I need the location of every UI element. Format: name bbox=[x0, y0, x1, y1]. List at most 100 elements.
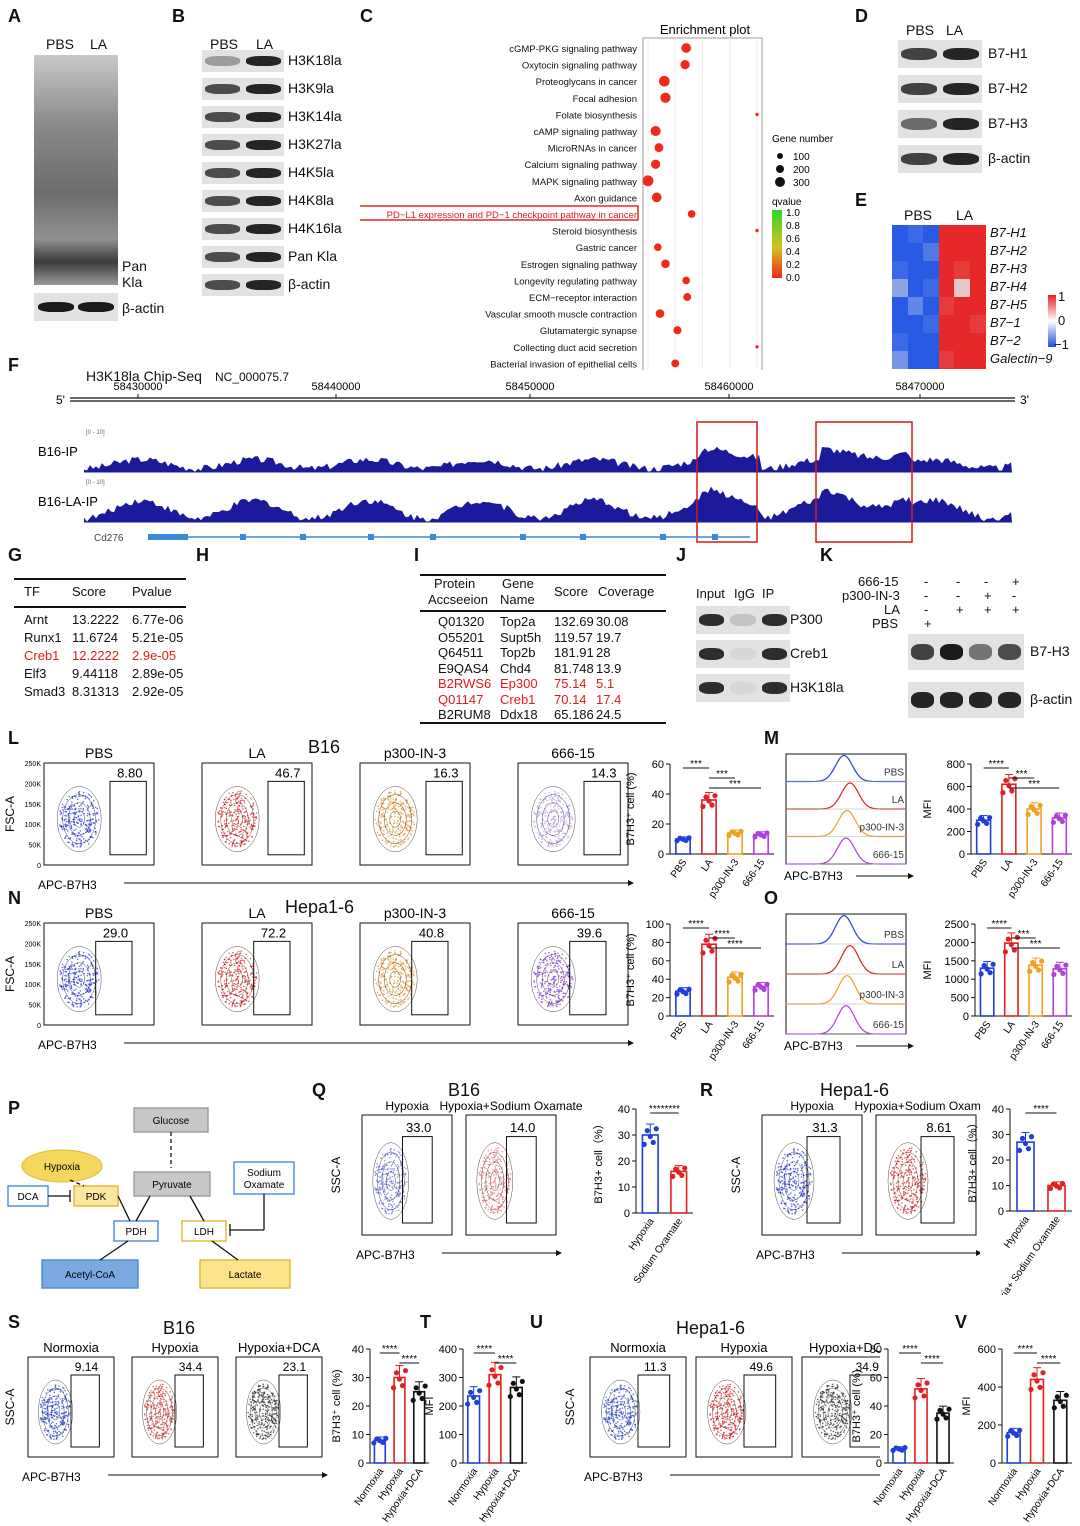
flow-event bbox=[490, 1208, 492, 1211]
legend-color-tick: 0.6 bbox=[786, 234, 800, 245]
flow-event bbox=[59, 824, 61, 826]
flow-event bbox=[408, 816, 411, 819]
flow-event bbox=[64, 985, 67, 988]
sig-stars: *** bbox=[1028, 779, 1040, 790]
acetyl-coa-node bbox=[41, 1259, 139, 1289]
gate bbox=[95, 940, 133, 1016]
flow-event bbox=[261, 1423, 263, 1425]
flow-event bbox=[564, 975, 567, 978]
flow-event bbox=[394, 960, 396, 962]
enrichment-point bbox=[682, 276, 690, 285]
flow-event bbox=[255, 812, 258, 814]
flow-event bbox=[791, 1212, 793, 1215]
flow-event bbox=[619, 1388, 622, 1391]
flow-event bbox=[553, 984, 555, 987]
flow-event bbox=[223, 823, 226, 825]
panel-label-m: M bbox=[764, 728, 779, 748]
flow-event bbox=[243, 961, 246, 964]
flow-event bbox=[223, 958, 226, 961]
flow-event bbox=[64, 825, 67, 828]
flow-event bbox=[784, 1180, 787, 1182]
blot-band bbox=[205, 56, 240, 66]
flow-event bbox=[240, 957, 243, 960]
flow-event bbox=[390, 1194, 393, 1196]
blot-band bbox=[699, 647, 725, 661]
blot-label: B7-H3 bbox=[988, 115, 1028, 131]
flow-event bbox=[253, 1392, 255, 1395]
data-point bbox=[1050, 819, 1056, 825]
flow-event bbox=[231, 1002, 234, 1005]
flow-event bbox=[391, 1185, 394, 1188]
flow-event bbox=[635, 1400, 638, 1403]
flow-event bbox=[617, 1430, 620, 1433]
flow-event bbox=[392, 1180, 395, 1183]
flow-event bbox=[390, 951, 392, 954]
flow-event bbox=[623, 1400, 626, 1403]
flow-event bbox=[494, 1166, 497, 1168]
flow-event bbox=[71, 833, 73, 836]
contour bbox=[384, 802, 407, 836]
heatmap-cell bbox=[892, 261, 908, 279]
flow-event bbox=[243, 977, 246, 980]
flow-event bbox=[159, 1415, 162, 1417]
flow-event bbox=[241, 959, 244, 962]
flow-event bbox=[238, 792, 241, 795]
flow-event bbox=[65, 815, 68, 817]
flow-event bbox=[374, 1170, 377, 1173]
y-axis-label: B7H3+ cell（%） bbox=[592, 1118, 605, 1203]
flow-event bbox=[217, 821, 220, 823]
flow-event bbox=[44, 1401, 46, 1404]
flow-event bbox=[59, 1431, 62, 1434]
flow-event bbox=[228, 809, 231, 812]
flow-event bbox=[158, 1437, 161, 1440]
flow-event bbox=[259, 1409, 262, 1412]
flow-event bbox=[64, 974, 66, 977]
flow-event bbox=[64, 823, 67, 826]
contour bbox=[73, 810, 85, 828]
flow-event bbox=[399, 1003, 402, 1006]
flow-event bbox=[55, 1426, 58, 1428]
table-cell: Arnt bbox=[24, 612, 48, 627]
flow-event bbox=[45, 1417, 48, 1420]
flow-event bbox=[74, 976, 76, 979]
flow-event bbox=[397, 1209, 400, 1212]
lane-label: PBS bbox=[210, 36, 239, 52]
flow-event bbox=[491, 1185, 494, 1188]
flow-event bbox=[256, 1414, 258, 1416]
flow-event bbox=[544, 815, 547, 817]
flow-event bbox=[389, 1176, 392, 1178]
y-tick-label: 10 bbox=[352, 1430, 364, 1442]
flow-event bbox=[790, 1205, 793, 1208]
flow-event bbox=[242, 834, 244, 836]
flow-event bbox=[408, 810, 411, 812]
flow-event bbox=[64, 997, 67, 999]
flow-event bbox=[52, 1430, 55, 1433]
flow-event bbox=[498, 1201, 500, 1203]
table-header: Coverage bbox=[598, 584, 655, 599]
enrichment-point bbox=[653, 243, 662, 252]
flow-event bbox=[237, 979, 240, 981]
table-cell: 12.2222 bbox=[72, 648, 119, 663]
y-tick-label: 0 bbox=[37, 863, 41, 870]
flow-event bbox=[564, 813, 567, 816]
flow-event bbox=[893, 1171, 896, 1174]
flow-event bbox=[78, 965, 81, 967]
flow-event bbox=[386, 1197, 388, 1200]
flow-event bbox=[391, 968, 393, 970]
flow-event bbox=[384, 1168, 386, 1171]
flow-event bbox=[908, 1159, 911, 1161]
table-cell: 30.08 bbox=[596, 614, 629, 629]
flow-event bbox=[410, 834, 412, 836]
flow-event bbox=[237, 984, 239, 987]
flow-event bbox=[258, 1395, 261, 1397]
flow-event bbox=[236, 817, 239, 819]
flow-event bbox=[897, 1154, 899, 1157]
y-tick-label: 20 bbox=[618, 1156, 630, 1168]
flow-event bbox=[266, 1387, 269, 1389]
flow-event bbox=[399, 829, 402, 832]
flow-event bbox=[249, 805, 252, 808]
flow-event bbox=[785, 1185, 787, 1188]
flow-event bbox=[545, 837, 548, 839]
flow-event bbox=[84, 823, 87, 826]
flow-event bbox=[913, 1193, 915, 1196]
